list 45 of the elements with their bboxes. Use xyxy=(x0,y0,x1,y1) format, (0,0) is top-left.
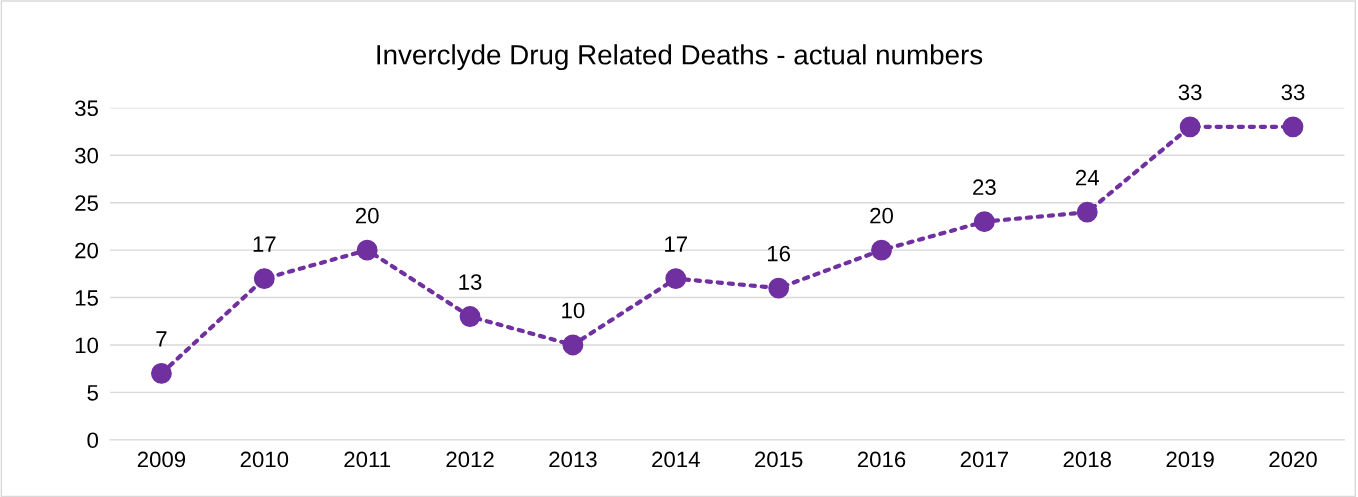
data-label: 23 xyxy=(973,179,996,196)
y-tick-label: 30 xyxy=(75,147,99,164)
data-label: 17 xyxy=(665,236,688,252)
x-tick-label: 2019 xyxy=(1166,451,1214,468)
data-label: 20 xyxy=(870,207,893,224)
point xyxy=(1282,116,1304,138)
y-tick-label: 10 xyxy=(75,337,99,354)
x-tick-label: 2011 xyxy=(344,451,390,468)
x-tick-label: 2017 xyxy=(960,451,1008,468)
point xyxy=(1179,116,1201,138)
point xyxy=(768,277,790,299)
x-tick-label: 2012 xyxy=(446,451,494,468)
y-tick-label: 0 xyxy=(87,432,99,449)
x-tick-label: 2013 xyxy=(549,451,597,468)
y-tick-label: 15 xyxy=(75,290,98,306)
x-tick-label: 2016 xyxy=(857,451,906,468)
point xyxy=(562,334,584,356)
point xyxy=(871,239,892,261)
x-tick-label: 2010 xyxy=(240,451,289,468)
point xyxy=(151,363,172,384)
point xyxy=(253,268,275,290)
y-tick-label: 25 xyxy=(75,195,98,211)
point xyxy=(665,268,687,290)
y-tick-label: 5 xyxy=(87,385,98,401)
y-tick-label: 20 xyxy=(75,242,99,259)
data-label: 20 xyxy=(355,207,379,224)
data-label: 7 xyxy=(156,331,167,347)
x-tick-label: 2015 xyxy=(755,451,803,468)
data-label: 33 xyxy=(1281,84,1305,101)
x-tick-label: 2014 xyxy=(652,451,700,468)
point xyxy=(1076,201,1098,223)
chart-title: Inverclyde Drug Related Deaths - actual numbers xyxy=(377,44,983,71)
point xyxy=(356,239,378,261)
data-label: 13 xyxy=(459,274,482,290)
data-label: 24 xyxy=(1076,169,1099,186)
data-label: 10 xyxy=(562,302,585,319)
data-label: 17 xyxy=(253,236,276,252)
data-label: 33 xyxy=(1178,84,1202,101)
x-tick-label: 2020 xyxy=(1269,451,1317,468)
data-label: 16 xyxy=(767,245,791,262)
y-tick-label: 35 xyxy=(75,100,98,117)
x-tick-label: 2018 xyxy=(1063,451,1111,468)
point xyxy=(459,306,481,327)
point xyxy=(973,211,995,233)
x-tick-label: 2009 xyxy=(137,451,186,468)
